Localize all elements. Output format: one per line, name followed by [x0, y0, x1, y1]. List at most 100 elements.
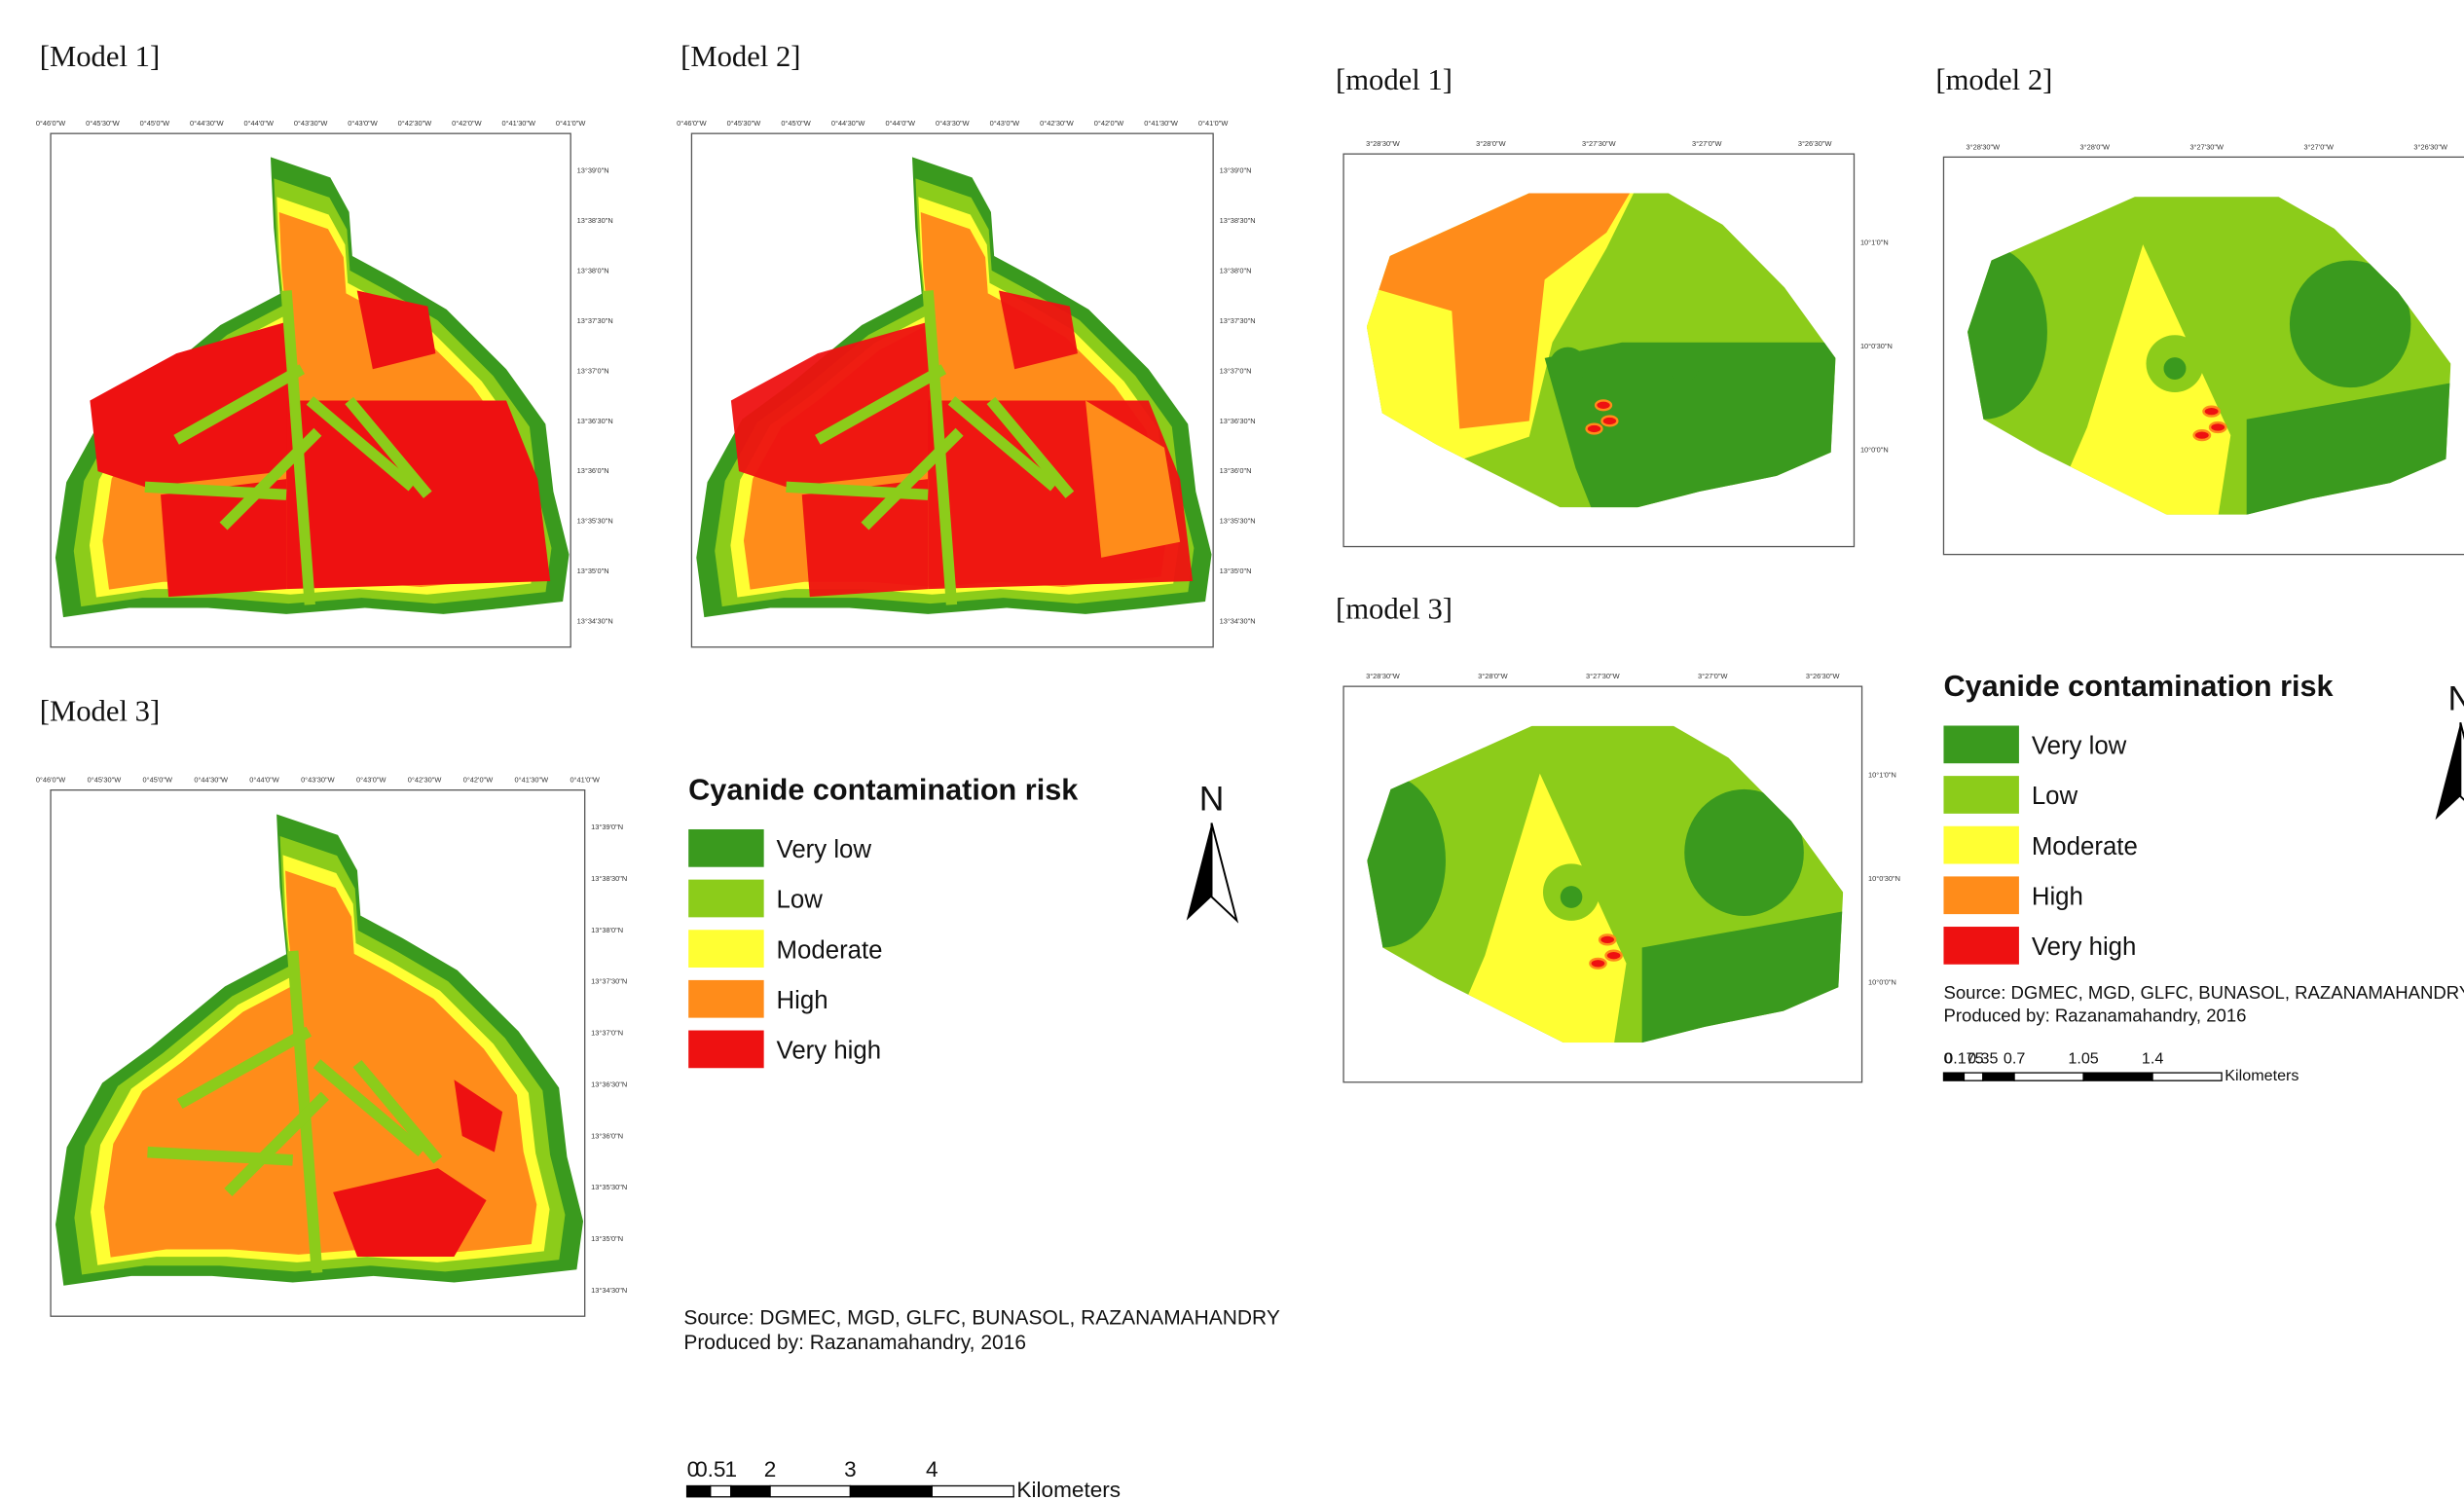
- figure: [Model 1] 0°46'0"W 0°45'30"W 0°45'0"W 0°44'3…: [0, 0, 2464, 1500]
- x-tick-label: 0°45'30"W: [727, 119, 761, 128]
- y-tick-label: 13°34'30"N: [1220, 617, 1256, 626]
- hotspot: [2194, 430, 2210, 440]
- x-tick-label: 3°26'30"W: [1806, 672, 1840, 680]
- legend-label: Very high: [2032, 933, 2137, 961]
- legend-label: High: [2032, 883, 2083, 910]
- scale-unit: Kilometers: [1016, 1478, 1121, 1500]
- hotspot: [1600, 935, 1615, 945]
- y-tick-label: 10°0'0"N: [1860, 446, 1889, 455]
- legend-swatch: [688, 880, 763, 918]
- x-tick-label: 0°46'0"W: [36, 776, 65, 785]
- channel: [148, 1152, 293, 1160]
- y-tick-label: 13°35'0"N: [591, 1234, 623, 1243]
- y-tick-label: 13°36'0"N: [1220, 466, 1252, 475]
- y-tick-label: 13°39'0"N: [1220, 165, 1252, 174]
- x-tick-label: 3°27'0"W: [1692, 139, 1721, 148]
- legend-swatch: [1943, 725, 2018, 763]
- x-tick-label: 3°27'30"W: [1586, 672, 1620, 680]
- scale-label: 0.5: [695, 1457, 725, 1482]
- x-tick-label: 0°42'30"W: [1040, 119, 1074, 128]
- y-tick-label: 13°37'0"N: [577, 366, 609, 375]
- y-tick-label: 13°35'30"N: [577, 517, 613, 526]
- north-label: N: [2448, 678, 2464, 717]
- x-tick-label: 0°42'0"W: [452, 119, 481, 128]
- hotspot: [1596, 400, 1611, 410]
- x-tick-label: 0°44'30"W: [194, 776, 228, 785]
- hotspot: [2203, 407, 2219, 417]
- hotspot: [2210, 422, 2225, 432]
- y-tick-label: 13°35'30"N: [1220, 517, 1256, 526]
- channel: [787, 487, 929, 494]
- x-tick-label: 0°45'30"W: [86, 119, 120, 128]
- x-tick-label: 3°27'30"W: [2189, 142, 2224, 151]
- legend-swatch: [1943, 876, 2018, 914]
- x-tick-label: 3°28'30"W: [1366, 672, 1400, 680]
- x-tick-label: 0°41'30"W: [515, 776, 549, 785]
- scale-segment: [687, 1485, 711, 1496]
- north-arrow: [1187, 823, 1212, 921]
- y-tick-label: 10°1'0"N: [1860, 238, 1889, 247]
- hotspot: [1601, 417, 1617, 426]
- y-tick-label: 13°38'0"N: [577, 266, 609, 274]
- y-tick-label: 13°39'0"N: [577, 165, 609, 174]
- panel-label: [Model 1]: [40, 40, 160, 73]
- y-tick-label: 13°39'0"N: [591, 823, 623, 831]
- panel-label: [Model 2]: [680, 40, 800, 73]
- x-tick-label: 0°45'0"W: [143, 776, 172, 785]
- legend-label: Moderate: [777, 936, 883, 964]
- hotspot: [1606, 951, 1622, 961]
- legend-title: Cyanide contamination risk: [688, 773, 1079, 806]
- produced-by: Produced by: Razanamahandry, 2016: [683, 1332, 1026, 1354]
- y-tick-label: 13°38'30"N: [591, 874, 627, 883]
- legend-swatch: [688, 1031, 763, 1069]
- scale-segment: [1983, 1073, 2014, 1080]
- y-tick-label: 13°37'30"N: [577, 316, 613, 325]
- legend-swatch: [688, 930, 763, 968]
- y-tick-label: 13°36'30"N: [591, 1079, 627, 1088]
- legend-swatch: [688, 980, 763, 1018]
- panel-label: [model 2]: [1935, 63, 2052, 96]
- y-tick-label: 10°0'30"N: [1868, 874, 1900, 883]
- y-tick-label: 10°0'0"N: [1868, 978, 1896, 987]
- y-tick-label: 13°34'30"N: [577, 617, 613, 626]
- x-tick-label: 0°42'0"W: [1094, 119, 1123, 128]
- produced-by: Produced by: Razanamahandry, 2016: [1943, 1006, 2246, 1026]
- north-arrow: [2460, 722, 2464, 820]
- y-tick-label: 13°34'30"N: [591, 1286, 627, 1295]
- scale-segment: [2152, 1073, 2222, 1080]
- risk-zone: [1561, 886, 1583, 908]
- y-tick-label: 13°35'0"N: [577, 567, 609, 575]
- scale-segment: [711, 1485, 731, 1496]
- x-tick-label: 0°41'0"W: [556, 119, 585, 128]
- scale-segment: [932, 1485, 1013, 1496]
- x-tick-label: 0°43'0"W: [990, 119, 1019, 128]
- legend-swatch: [1943, 776, 2018, 814]
- scale-segment: [2014, 1073, 2083, 1080]
- y-tick-label: 13°37'0"N: [1220, 366, 1252, 375]
- risk-zone: [1669, 350, 1700, 382]
- x-tick-label: 0°43'30"W: [936, 119, 970, 128]
- legend-label: Low: [777, 887, 824, 914]
- y-tick-label: 13°36'30"N: [577, 417, 613, 425]
- x-tick-label: 3°28'30"W: [1366, 139, 1400, 148]
- legend-swatch: [1943, 826, 2018, 864]
- channel: [145, 487, 286, 494]
- scale-label: 1.05: [2068, 1049, 2098, 1067]
- legend-title: Cyanide contamination risk: [1943, 670, 2334, 703]
- x-tick-label: 0°44'30"W: [190, 119, 224, 128]
- legend-label: Moderate: [2032, 833, 2138, 860]
- x-tick-label: 0°44'0"W: [243, 119, 273, 128]
- x-tick-label: 0°44'30"W: [831, 119, 865, 128]
- y-tick-label: 13°35'30"N: [591, 1183, 627, 1191]
- x-tick-label: 0°45'0"W: [140, 119, 169, 128]
- x-tick-label: 0°45'30"W: [88, 776, 122, 785]
- x-tick-label: 3°28'30"W: [1967, 142, 2001, 151]
- scale-label: 3: [844, 1457, 857, 1482]
- risk-zone: [286, 400, 550, 589]
- x-tick-label: 0°45'0"W: [781, 119, 810, 128]
- panel-label: [Model 3]: [40, 695, 160, 728]
- x-tick-label: 0°46'0"W: [677, 119, 706, 128]
- legend-label: Very low: [777, 836, 872, 863]
- x-tick-label: 3°27'30"W: [1582, 139, 1616, 148]
- page: {"left":{"panels":[{"label":"[Model 1]"}…: [0, 0, 2464, 1500]
